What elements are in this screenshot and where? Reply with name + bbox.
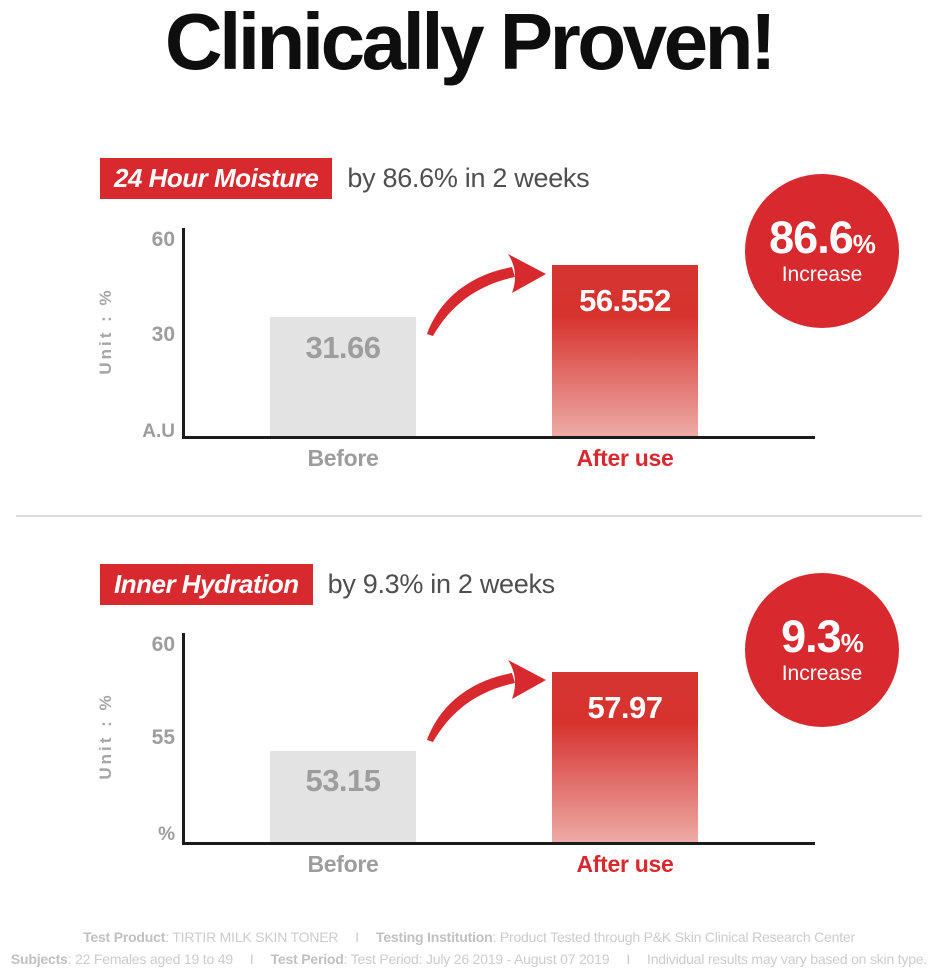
hydration-increase-badge: 9.3% Increase <box>745 573 899 727</box>
footer-separator: I <box>626 951 631 967</box>
footer-line-2: Subjects: 22 Females aged 19 to 49 I Test … <box>0 951 938 967</box>
y-axis-line <box>182 633 185 845</box>
increase-arrow-icon <box>427 660 546 742</box>
hydration-subtitle: by 9.3% in 2 weeks <box>327 569 556 599</box>
increase-label: Increase <box>781 662 863 685</box>
section-divider <box>16 515 922 517</box>
y-axis-title: Unit : % <box>96 692 115 780</box>
footer-label-test-product: Test Product <box>83 929 166 945</box>
before-bar-value: 53.15 <box>305 763 381 798</box>
after-category-label: After use <box>576 445 674 471</box>
after-bar-value: 57.97 <box>587 690 663 725</box>
increase-number: 86.6 <box>769 212 854 263</box>
moisture-badge: 24 Hour Moisture <box>100 158 333 199</box>
hydration-header: Inner Hydration by 9.3% in 2 weeks <box>100 564 555 605</box>
increase-label: Increase <box>781 263 863 286</box>
footer-label-test-period: Test Period <box>270 951 344 967</box>
increase-number: 9.3 <box>781 611 842 662</box>
footer-text-test-product: : TIRTIR MILK SKIN TONER <box>165 929 339 945</box>
after-bar <box>552 265 698 436</box>
percent-sign: % <box>852 229 876 259</box>
after-bar-value: 56.552 <box>579 283 671 318</box>
y-tick-60: 60 <box>151 633 175 656</box>
before-bar <box>270 751 416 842</box>
increase-arrow-icon <box>427 254 546 336</box>
moisture-increase-badge: 86.6% Increase <box>745 174 899 328</box>
footer-text-test-period: : Test Period: July 26 2019 - August 07 … <box>343 951 610 967</box>
before-bar <box>270 317 416 436</box>
percent-sign: % <box>840 628 864 658</box>
before-category-label: Before <box>307 851 379 877</box>
hydration-badge: Inner Hydration <box>100 564 313 605</box>
y-tick-30: 30 <box>151 323 175 346</box>
y-tick-pct: % <box>158 824 175 845</box>
y-tick-60: 60 <box>151 228 175 251</box>
increase-value: 9.3% <box>781 611 864 662</box>
x-axis-line <box>182 842 815 845</box>
y-axis-line <box>182 228 185 439</box>
y-tick-au: A.U <box>142 421 175 442</box>
y-tick-55: 55 <box>151 726 175 749</box>
increase-value: 86.6% <box>769 212 876 263</box>
before-bar-value: 31.66 <box>305 330 381 365</box>
y-axis-title: Unit : % <box>96 287 115 375</box>
footer-text-institution: : Product Tested through P&K Skin Clinic… <box>492 929 855 945</box>
footer-text-subjects: : 22 Females aged 19 to 49 <box>67 951 233 967</box>
footer-separator: I <box>355 929 359 945</box>
page-title: Clinically Proven! <box>164 0 777 86</box>
footer-label-institution: Testing Institution <box>376 929 493 945</box>
x-axis-line <box>182 436 815 439</box>
footer-separator: I <box>249 951 254 967</box>
footer-text-disclaimer: Individual results may vary based on ski… <box>647 951 928 967</box>
after-category-label: After use <box>576 851 674 877</box>
footer-label-subjects: Subjects <box>10 951 68 967</box>
footer-line-1: Test Product: TIRTIR MILK SKIN TONER I Tes… <box>0 929 938 945</box>
moisture-header: 24 Hour Moisture by 86.6% in 2 weeks <box>100 158 590 199</box>
before-category-label: Before <box>307 445 379 471</box>
after-bar <box>552 672 698 842</box>
moisture-subtitle: by 86.6% in 2 weeks <box>347 163 590 193</box>
